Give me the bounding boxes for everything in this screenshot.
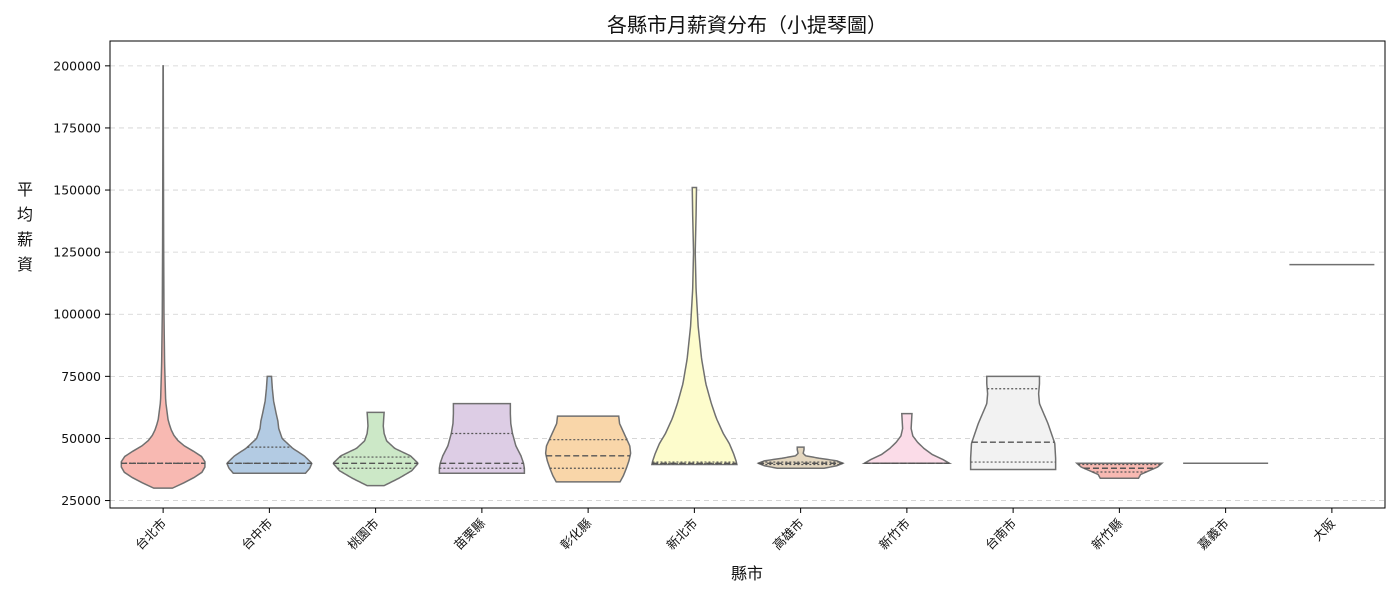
y-tick-label: 150000 [53, 183, 101, 198]
violin-body [650, 186, 738, 466]
x-tick-label: 彰化縣 [557, 515, 594, 552]
x-tick-label: 高雄市 [770, 516, 807, 553]
y-axis-label: 平均薪資 [17, 180, 33, 274]
x-axis-ticks: 台北市 台中市 桃園市 苗栗縣 彰化縣 新北市 高雄市 新竹市 台南市 新竹縣 嘉義市 大阪 [132, 508, 1338, 553]
violin-body [226, 375, 313, 474]
x-tick-label: 桃園市 [345, 516, 382, 553]
y-tick-label: 25000 [61, 493, 101, 508]
grid-lines [110, 65, 1385, 501]
x-tick-label: 苗栗縣 [451, 515, 488, 552]
violin-台中市 [226, 375, 313, 474]
violin-桃園市 [332, 411, 419, 487]
x-tick-label: 台中市 [238, 516, 275, 553]
y-tick-label: 75000 [61, 369, 101, 384]
x-tick-label: 新竹縣 [1088, 515, 1125, 552]
violins [120, 65, 1375, 489]
x-axis-label: 縣市 [731, 564, 763, 583]
violin-台北市 [120, 65, 206, 489]
y-tick-label: 125000 [53, 245, 101, 260]
violin-body [120, 65, 206, 489]
violin-body [332, 411, 419, 487]
plot-frame [109, 40, 1386, 509]
violin-彰化縣 [544, 415, 632, 483]
violin-body [861, 412, 953, 465]
chart-title: 各縣市月薪資分布（小提琴圖） [607, 13, 887, 37]
y-tick-label: 175000 [53, 120, 101, 135]
violin-苗栗縣 [438, 402, 526, 474]
violin-新竹縣 [1074, 462, 1164, 479]
violin-body [969, 375, 1057, 471]
y-tick-label: 50000 [61, 431, 101, 446]
violin-body [438, 402, 526, 474]
violin-body [544, 415, 632, 483]
y-tick-label: 200000 [53, 58, 101, 73]
y-axis-ticks: 25000 50000 75000 100000 125000 150000 175000 2… [53, 58, 110, 508]
violin-新北市 [650, 186, 738, 466]
violin-body [1074, 462, 1164, 479]
violin-高雄市 [756, 446, 845, 470]
x-tick-label: 新竹市 [876, 516, 913, 553]
x-tick-label: 大阪 [1310, 515, 1339, 544]
x-tick-label: 台南市 [982, 516, 1019, 553]
violin-台南市 [969, 375, 1057, 471]
y-tick-label: 100000 [53, 307, 101, 322]
x-tick-label: 台北市 [132, 516, 169, 553]
x-tick-label: 嘉義市 [1195, 516, 1232, 553]
violin-新竹市 [861, 412, 953, 465]
x-tick-label: 新北市 [663, 516, 700, 553]
